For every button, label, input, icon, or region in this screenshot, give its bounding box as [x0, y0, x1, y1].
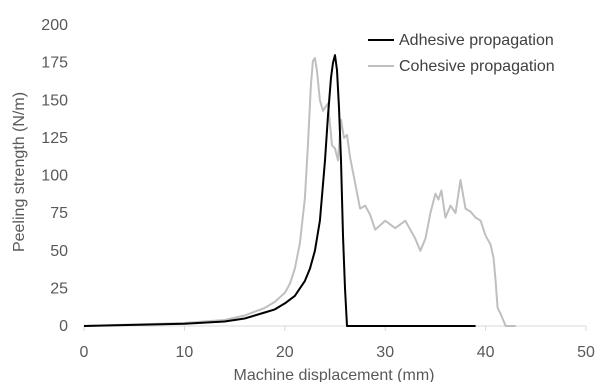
x-tick-label: 20 [276, 344, 294, 361]
y-tick-label: 125 [41, 130, 68, 147]
y-tick-label: 100 [41, 168, 68, 185]
axes [83, 325, 587, 331]
legend-label-cohesive-propagation: Cohesive propagation [399, 58, 555, 75]
y-tick-label: 50 [50, 243, 68, 260]
x-tick-label: 10 [176, 344, 194, 361]
y-tick-label: 175 [41, 55, 68, 72]
y-tick-label: 150 [41, 92, 68, 109]
x-tick-label: 40 [477, 344, 495, 361]
y-tick-label: 0 [59, 318, 68, 335]
y-tick-label: 200 [41, 17, 68, 34]
tick-labels: 0 25 50 75 100 125 150 175 200 0 10 20 30 40 50 [41, 17, 595, 361]
cohesive-propagation-line [83, 57, 516, 327]
legend: Adhesive propagation Cohesive propagation [368, 32, 555, 75]
x-tick-label: 0 [80, 344, 89, 361]
legend-label-adhesive-propagation: Adhesive propagation [399, 32, 554, 49]
series-lines [83, 54, 516, 327]
x-tick-label: 30 [376, 344, 394, 361]
y-axis-title: Peeling strength (N/m) [11, 92, 28, 252]
y-tick-label: 75 [50, 205, 68, 222]
x-axis-title: Machine displacement (mm) [234, 367, 435, 382]
adhesive-propagation-line [83, 54, 476, 327]
y-tick-label: 25 [50, 280, 68, 297]
x-tick-label: 50 [577, 344, 595, 361]
